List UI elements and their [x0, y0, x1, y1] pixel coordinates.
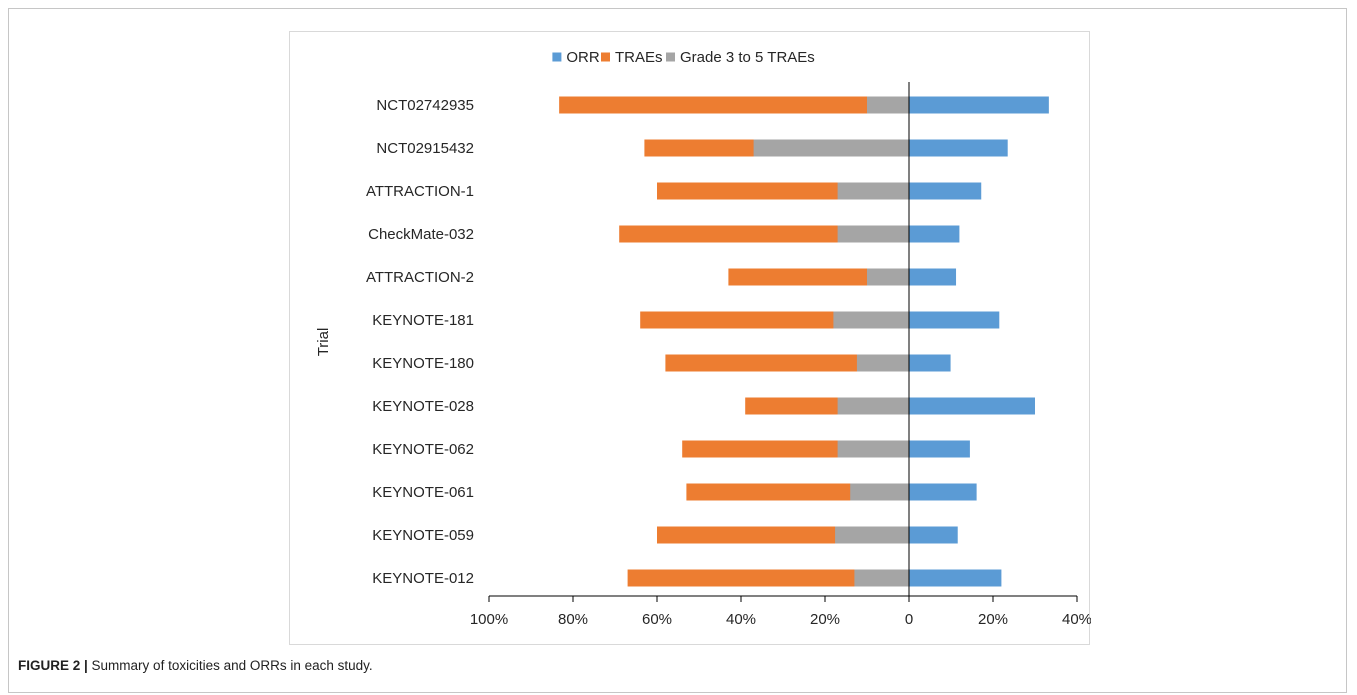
- figure-caption: FIGURE 2 | Summary of toxicities and ORR…: [18, 658, 373, 673]
- bar-orr: [909, 354, 951, 372]
- x-tick-label: 40%: [1062, 611, 1091, 628]
- bar-grade-3-to-5-traes: [854, 569, 909, 587]
- legend-swatch-orr: [552, 52, 562, 62]
- bar-traes: [627, 569, 909, 587]
- category-label: KEYNOTE-012: [372, 570, 474, 587]
- x-tick-label: 20%: [810, 611, 840, 628]
- legend-label-orr: ORR: [566, 49, 600, 66]
- figure-frame: NCT02742935 NCT02915432 ATTRACTION-1 CheckM…: [8, 8, 1347, 693]
- x-tick-label: 20%: [978, 611, 1008, 628]
- bar-orr: [909, 483, 977, 501]
- category-label: NCT02742935: [376, 97, 474, 114]
- diverging-bar-chart: NCT02742935 NCT02915432 ATTRACTION-1 CheckM…: [315, 49, 1091, 628]
- bar-grade-3-to-5-traes: [850, 483, 909, 501]
- legend-label-traes: TRAEs: [615, 49, 663, 66]
- figure-caption-label: FIGURE 2 |: [18, 658, 88, 673]
- bar-grade-3-to-5-traes: [867, 96, 909, 114]
- bar-orr: [909, 225, 960, 243]
- category-label: KEYNOTE-062: [372, 441, 474, 458]
- category-label: KEYNOTE-180: [372, 355, 474, 372]
- category-label: KEYNOTE-059: [372, 527, 474, 544]
- bar-grade-3-to-5-traes: [835, 526, 909, 544]
- bar-grade-3-to-5-traes: [837, 225, 909, 243]
- legend-label-grade-3-to-5-traes: Grade 3 to 5 TRAEs: [680, 49, 815, 66]
- figure-caption-text: Summary of toxicities and ORRs in each s…: [87, 658, 373, 673]
- bar-grade-3-to-5-traes: [837, 182, 909, 200]
- bar-orr: [909, 569, 1002, 587]
- category-label: NCT02915432: [376, 140, 474, 157]
- bar-grade-3-to-5-traes: [837, 397, 909, 415]
- bar-orr: [909, 311, 1000, 329]
- bar-grade-3-to-5-traes: [753, 139, 909, 157]
- bar-orr: [909, 397, 1035, 415]
- bar-grade-3-to-5-traes: [856, 354, 909, 372]
- chart-area: NCT02742935 NCT02915432 ATTRACTION-1 CheckM…: [289, 31, 1091, 645]
- bar-orr: [909, 139, 1008, 157]
- category-label: CheckMate-032: [368, 226, 474, 243]
- bar-orr: [909, 526, 958, 544]
- bar-traes: [665, 354, 909, 372]
- category-label: KEYNOTE-061: [372, 484, 474, 501]
- category-label: ATTRACTION-1: [366, 183, 474, 200]
- bar-traes: [619, 225, 909, 243]
- category-label: KEYNOTE-181: [372, 312, 474, 329]
- bar-grade-3-to-5-traes: [867, 268, 909, 286]
- bar-traes: [559, 96, 909, 114]
- x-tick-label: 0: [905, 611, 913, 628]
- bar-orr: [909, 96, 1049, 114]
- x-tick-label: 100%: [470, 611, 508, 628]
- bar-orr: [909, 182, 982, 200]
- y-axis-label: Trial: [315, 328, 332, 357]
- legend-swatch-traes: [601, 52, 610, 62]
- bar-orr: [909, 268, 957, 286]
- bar-traes: [728, 268, 909, 286]
- category-label: ATTRACTION-2: [366, 269, 474, 286]
- bar-grade-3-to-5-traes: [833, 311, 909, 329]
- category-label: KEYNOTE-028: [372, 398, 474, 415]
- bar-orr: [909, 440, 970, 458]
- legend-swatch-grade-3-to-5-traes: [666, 52, 675, 62]
- x-tick-label: 40%: [726, 611, 756, 628]
- bar-grade-3-to-5-traes: [837, 440, 909, 458]
- x-tick-label: 60%: [642, 611, 672, 628]
- x-tick-label: 80%: [558, 611, 588, 628]
